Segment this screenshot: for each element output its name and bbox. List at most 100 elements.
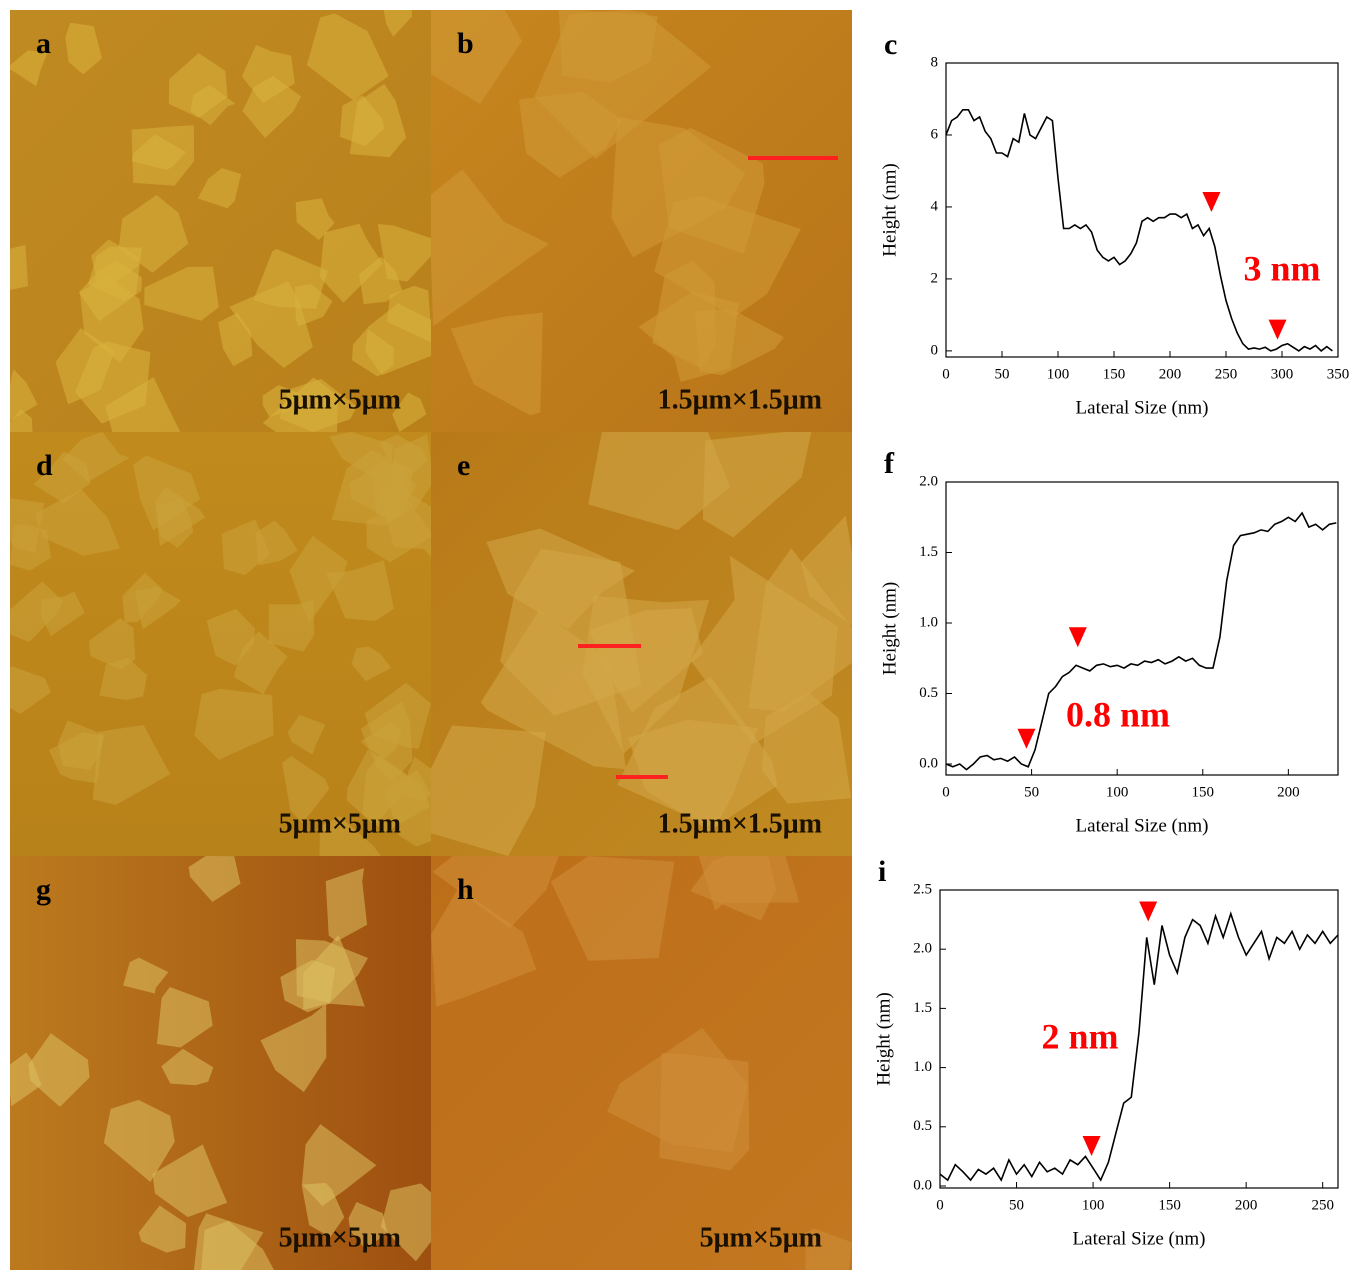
flake [134,586,181,630]
flake [588,432,730,531]
flake [156,986,213,1048]
flake [233,631,288,695]
y-tick-label: 2 [931,270,939,286]
flake [280,960,336,1013]
flake [348,1201,388,1249]
x-tick-label: 250 [1215,366,1238,382]
x-axis-label: Lateral Size (nm) [1076,815,1209,836]
x-tick-label: 100 [1082,1197,1105,1213]
flake [607,1027,749,1153]
flake [144,266,219,321]
scale-label: 5μm×5μm [279,808,401,839]
y-tick-label: 1.0 [913,1059,932,1075]
step-annotation: 3 nm [1243,248,1320,288]
flake [268,600,315,652]
flake [188,856,241,903]
flake [558,10,658,83]
flake [10,666,52,714]
y-tick-label: 8 [931,54,939,70]
flake [339,95,385,147]
panel-label: b [457,27,474,60]
panel-label: f [884,447,895,480]
y-axis-label: Height (nm) [879,163,900,256]
flake [10,244,28,291]
flake [325,868,368,942]
flake [306,13,389,101]
flake [695,309,785,376]
flake [383,10,412,37]
y-axis-label: Height (nm) [879,582,900,675]
y-tick-label: 6 [931,126,939,142]
plot-frame [939,889,1339,1189]
flake [10,409,33,432]
y-tick-label: 0 [931,342,939,358]
flake [377,223,431,282]
step-annotation: 0.8 nm [1066,694,1170,734]
flake [432,856,559,929]
y-tick-label: 1.5 [919,544,938,560]
x-tick-label: 150 [1192,784,1215,800]
y-tick-label: 4 [931,198,939,214]
flake [138,1205,187,1253]
flake [351,646,392,682]
flake [698,856,800,911]
height-profile [939,911,1339,1182]
y-tick-label: 2.5 [913,881,932,897]
height-profile [945,109,1333,352]
x-tick-label: 200 [1235,1197,1258,1213]
step-marker [1268,319,1287,340]
x-tick-label: 150 [1158,1197,1181,1213]
flake [10,581,64,643]
flake [10,369,38,421]
scale-label: 5μm×5μm [279,384,401,415]
flake [690,555,838,745]
scale-label: 1.5μm×1.5μm [658,384,822,415]
x-tick-label: 50 [1009,1197,1024,1213]
x-tick-label: 100 [1047,366,1070,382]
x-tick-label: 0 [936,1197,944,1213]
flake [403,756,431,801]
panel-label: g [36,873,51,906]
flake [123,957,169,994]
flake [380,1183,431,1262]
flake [190,84,236,126]
flake [289,535,348,624]
y-tick-label: 0.5 [913,1118,932,1134]
flake [193,1213,264,1270]
flake [55,328,115,405]
y-tick-label: 0.0 [919,755,938,771]
flake [92,724,171,805]
flake [34,489,120,556]
flake [450,312,543,416]
flake [319,816,381,856]
flake [40,591,85,637]
step-marker [1082,1135,1101,1156]
flake [62,432,130,482]
flake [103,1099,175,1183]
step-marker [1017,728,1036,749]
x-tick-label: 200 [1277,784,1300,800]
y-axis-label: Height (nm) [873,992,894,1085]
step-marker [1068,627,1087,648]
flake [611,116,746,258]
panel-label: a [36,27,51,60]
y-tick-label: 0.0 [913,1177,932,1193]
x-tick-label: 250 [1311,1197,1334,1213]
x-tick-label: 50 [1024,784,1039,800]
panel-label: d [36,449,53,482]
height-profile [945,511,1337,771]
x-tick-label: 150 [1103,366,1126,382]
flake [295,198,335,241]
flake [229,281,313,368]
flake [255,520,298,566]
flake [161,1048,214,1086]
step-marker [1139,901,1158,922]
flake [10,50,48,87]
x-tick-label: 0 [942,366,950,382]
flake [49,732,104,784]
flake [431,725,546,856]
x-axis-label: Lateral Size (nm) [1073,1228,1206,1249]
flake [392,392,427,432]
scale-label: 1.5μm×1.5μm [658,808,822,839]
